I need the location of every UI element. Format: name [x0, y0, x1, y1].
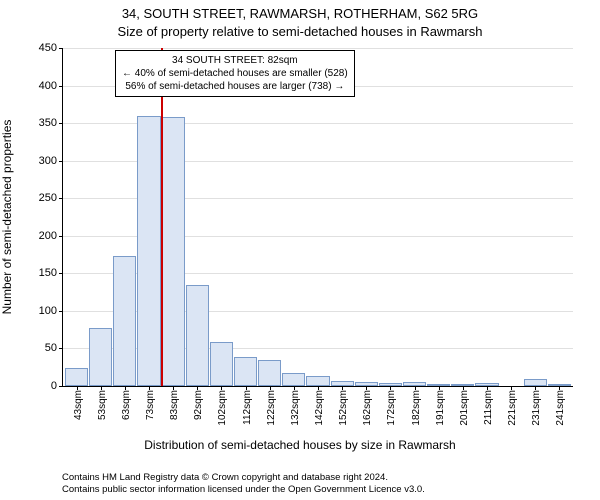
- x-axis-label: Distribution of semi-detached houses by …: [0, 438, 600, 452]
- x-tick-label: 182sqm: [411, 390, 422, 426]
- x-tick-label: 132sqm: [290, 390, 301, 426]
- histogram-bar: [65, 368, 88, 386]
- chart-container: 34, SOUTH STREET, RAWMARSH, ROTHERHAM, S…: [0, 0, 600, 500]
- annotation-box: 34 SOUTH STREET: 82sqm← 40% of semi-deta…: [115, 50, 355, 97]
- histogram-bar: [306, 376, 329, 386]
- y-axis-label: Number of semi-detached properties: [0, 120, 14, 315]
- x-tick-label: 63sqm: [121, 390, 132, 420]
- chart-title-main: 34, SOUTH STREET, RAWMARSH, ROTHERHAM, S…: [0, 6, 600, 21]
- plot-area: 43sqm53sqm63sqm73sqm83sqm92sqm102sqm112s…: [62, 48, 573, 387]
- x-tick-label: 162sqm: [362, 390, 373, 426]
- histogram-bar: [282, 373, 305, 386]
- histogram-bar: [234, 357, 257, 386]
- x-tick-label: 142sqm: [314, 390, 325, 426]
- annotation-line: ← 40% of semi-detached houses are smalle…: [122, 67, 348, 80]
- annotation-line: 34 SOUTH STREET: 82sqm: [122, 54, 348, 67]
- x-tick-label: 231sqm: [531, 390, 542, 426]
- x-tick-label: 201sqm: [459, 390, 470, 426]
- reference-line: [161, 48, 163, 386]
- x-tick-label: 191sqm: [435, 390, 446, 426]
- histogram-bar: [137, 116, 160, 386]
- x-tick-label: 211sqm: [483, 390, 494, 425]
- chart-title-sub: Size of property relative to semi-detach…: [0, 24, 600, 39]
- x-tick-label: 73sqm: [145, 390, 156, 420]
- annotation-line: 56% of semi-detached houses are larger (…: [122, 80, 348, 93]
- histogram-bar: [258, 360, 281, 386]
- x-tick-label: 152sqm: [338, 390, 349, 426]
- x-tick-label: 241sqm: [555, 390, 566, 426]
- x-tick-label: 172sqm: [386, 390, 397, 426]
- x-tick-label: 122sqm: [266, 390, 277, 426]
- histogram-bar: [89, 328, 112, 386]
- x-tick-label: 102sqm: [217, 390, 228, 426]
- histogram-bar: [113, 256, 136, 386]
- x-tick-label: 43sqm: [73, 390, 84, 420]
- histogram-bar: [524, 379, 547, 386]
- x-tick-label: 221sqm: [507, 390, 518, 426]
- x-tick-label: 92sqm: [193, 390, 204, 420]
- credits-text: Contains HM Land Registry data © Crown c…: [62, 472, 600, 496]
- histogram-bar: [186, 285, 209, 386]
- bars-group: [63, 48, 573, 386]
- credits-line: Contains HM Land Registry data © Crown c…: [62, 472, 600, 484]
- credits-line: Contains public sector information licen…: [62, 484, 600, 496]
- x-tick-label: 112sqm: [242, 390, 253, 425]
- x-tick-label: 53sqm: [97, 390, 108, 420]
- histogram-bar: [162, 117, 185, 386]
- x-tick-label: 83sqm: [169, 390, 180, 420]
- histogram-bar: [210, 342, 233, 386]
